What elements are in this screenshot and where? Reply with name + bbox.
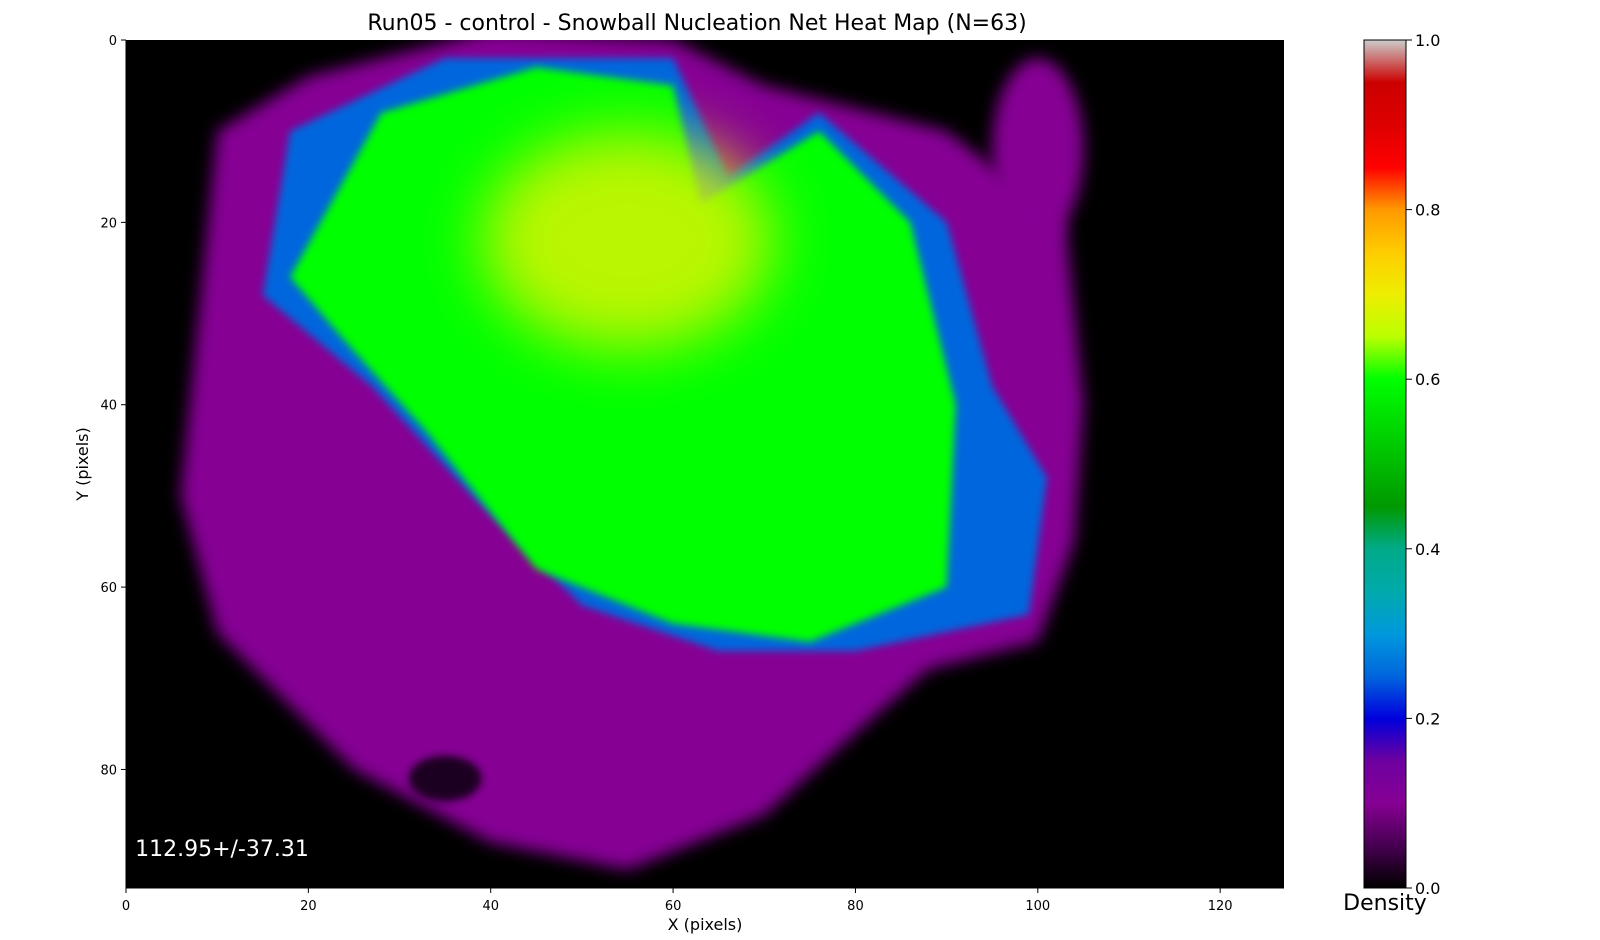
colorbar: 0.0 0.2 0.4 0.6 0.8 1.0 Density	[1343, 31, 1440, 916]
colorbar-tick-label: 1.0	[1415, 31, 1440, 50]
x-tick-label: 20	[300, 899, 317, 914]
colorbar-tick-label: 0.6	[1415, 370, 1440, 389]
y-tick-label: 0	[109, 34, 117, 49]
y-tick-label: 20	[100, 216, 117, 231]
x-axis-label: X (pixels)	[668, 915, 743, 934]
x-tick-label: 60	[665, 899, 682, 914]
x-tick-label: 100	[1025, 899, 1050, 914]
y-axis-label: Y (pixels)	[73, 427, 92, 502]
x-axis: 0 20 40 60 80 100 120	[122, 887, 1284, 914]
colorbar-ticks: 0.0 0.2 0.4 0.6 0.8 1.0	[1406, 31, 1440, 898]
colorbar-tick-label: 0.2	[1415, 709, 1440, 728]
heat-region-hot-spot	[481, 131, 774, 351]
x-tick-label: 120	[1208, 899, 1233, 914]
colorbar-label: Density	[1343, 891, 1427, 916]
heat-region-core	[290, 67, 956, 642]
y-tick-label: 60	[100, 581, 117, 596]
y-tick-label: 80	[100, 763, 117, 778]
chart-title: Run05 - control - Snowball Nucleation Ne…	[367, 11, 1026, 36]
x-tick-label: 80	[847, 899, 864, 914]
colorbar-gradient	[1363, 39, 1407, 889]
colorbar-tick-label: 0.8	[1415, 201, 1440, 220]
heat-region-dark-pocket	[408, 755, 482, 802]
x-tick-label: 0	[122, 899, 130, 914]
heat-region-right-wisp	[992, 58, 1084, 241]
y-axis: 0 20 40 60 80	[100, 34, 127, 888]
stat-annotation: 112.95+/-37.31	[135, 837, 309, 862]
plot-area: 112.95+/-37.31	[126, 40, 1284, 888]
y-tick-label: 40	[100, 399, 117, 414]
colorbar-tick-label: 0.4	[1415, 540, 1440, 559]
colorbar-tick-label: 0.0	[1415, 879, 1440, 898]
x-tick-label: 40	[482, 899, 499, 914]
heatmap-cells	[180, 40, 1084, 870]
